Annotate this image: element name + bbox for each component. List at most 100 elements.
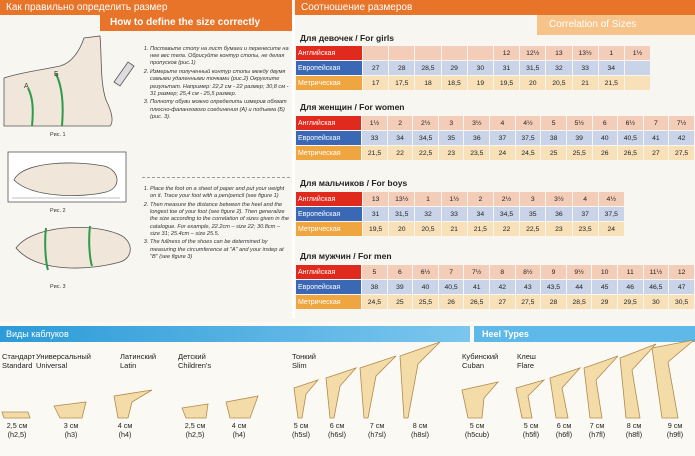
figure-3-drawing — [15, 225, 131, 271]
size-cell: 8 — [490, 265, 515, 279]
size-cell: 6½ — [618, 116, 643, 130]
header-left-en: How to define the size correctly — [100, 15, 292, 31]
heel-type-standard: Стандарт Standard — [2, 352, 36, 370]
size-cell: 20 — [520, 76, 546, 90]
size-cell: 37,5 — [598, 207, 624, 221]
instruction-ru-1: Поставьте стопу на лист бумаги и перенес… — [150, 46, 290, 68]
size-cell: 5 — [541, 116, 566, 130]
heel-size-item: 5 см (h5fl) — [522, 421, 540, 439]
size-cell: 41 — [643, 131, 669, 145]
size-cell: 7 — [643, 116, 669, 130]
size-cell: 32 — [415, 207, 441, 221]
men-title: Для мужчин / For men — [300, 251, 392, 261]
size-cell: 43,5 — [541, 280, 566, 294]
size-cell: 4½ — [598, 192, 624, 206]
size-cell: 43 — [515, 280, 541, 294]
size-cell: 13½ — [572, 46, 598, 60]
heel-latin-icon — [113, 389, 153, 419]
size-cell: 46 — [617, 280, 643, 294]
row-label: Метрическая — [296, 76, 362, 90]
column-divider — [292, 15, 295, 318]
size-cell: 21 — [572, 76, 598, 90]
size-cell: 12 — [493, 46, 520, 60]
heel-type-flare: Клеш Flare — [517, 352, 536, 370]
size-cell: 5 — [362, 265, 387, 279]
women-table: Английская 1½ 2 2½ 3 3½ 4 4½ 5 5½ 6 6½ 7 7½ Ев… — [295, 115, 695, 161]
heel-size-item: 6 см (h6sl) — [328, 421, 346, 439]
fig-3-label: Рис. 3 — [50, 284, 66, 290]
size-cell: 22,5 — [520, 222, 546, 236]
size-cell — [363, 46, 389, 60]
size-cell: 34 — [387, 131, 413, 145]
row-label: Метрическая — [296, 222, 362, 236]
table-row-english: Английская 13 13½ 1 1½ 2 2½ 3 3½ 4 4½ — [296, 192, 624, 206]
size-cell: 12½ — [520, 46, 546, 60]
size-cell: 28,5 — [415, 61, 441, 75]
instructions-divider — [142, 177, 290, 178]
size-cell: 33 — [441, 207, 467, 221]
mark-a-label: A — [24, 83, 29, 90]
heel-size-item: 5 см (h5sl) — [292, 421, 310, 439]
size-cell: 36 — [546, 207, 572, 221]
row-label: Метрическая — [296, 295, 362, 309]
heel-size-item: 2,5 см (h2,5) — [184, 421, 206, 439]
instructions-en: Place the foot on a sheet of paper and p… — [142, 186, 290, 263]
header-left-ru: Как правильно определить размер — [0, 0, 292, 15]
table-row-metric: Метрическая 17 17,5 18 18,5 19 19,5 20 20,5 … — [296, 76, 651, 90]
row-label: Европейская — [296, 61, 362, 75]
size-cell: 39 — [387, 280, 413, 294]
heel-size-item: 7 см (h7fl) — [588, 421, 606, 439]
heel-type-childrens: Детский Children's — [178, 352, 212, 370]
size-cell: 26,5 — [464, 295, 490, 309]
size-cell: 27,5 — [515, 295, 541, 309]
size-cell: 6 — [387, 265, 413, 279]
instruction-ru-3: Полноту обуви можно определить измерив о… — [150, 99, 290, 121]
size-cell: 23,5 — [464, 146, 490, 160]
size-cell: 10 — [592, 265, 617, 279]
heel-size-item: 6 см (h6fl) — [555, 421, 573, 439]
heel-type-slim: Тонкий Slim — [292, 352, 316, 370]
size-cell: 25,5 — [566, 146, 592, 160]
size-cell: 44 — [566, 280, 592, 294]
size-cell: 26 — [438, 295, 464, 309]
size-cell: 9½ — [566, 265, 592, 279]
size-cell: 4 — [490, 116, 515, 130]
header-right-en: Correlation of Sizes — [537, 15, 695, 35]
size-cell: 42 — [490, 280, 515, 294]
size-cell: 26 — [592, 146, 617, 160]
size-cell: 23,5 — [572, 222, 598, 236]
instruction-ru-2: Измерьте полученный контур стопы между д… — [150, 69, 290, 98]
size-cell: 34,5 — [493, 207, 520, 221]
heel-universal-icon — [53, 401, 87, 419]
girls-table: Английская 12 12½ 13 13½ 1 1½ Европейская 2… — [295, 45, 651, 91]
girls-title: Для девочек / For girls — [300, 33, 394, 43]
size-cell: 6½ — [413, 265, 438, 279]
heel-slim-5-icon — [293, 379, 320, 419]
size-cell: 21 — [441, 222, 467, 236]
size-cell: 1½ — [441, 192, 467, 206]
size-cell: 31,5 — [520, 61, 546, 75]
size-cell: 47 — [669, 280, 694, 294]
size-cell: 34,5 — [413, 131, 439, 145]
heel-slim-8-icon — [399, 341, 441, 419]
heel-slim-7-icon — [359, 355, 397, 419]
table-row-english: Английская 1½ 2 2½ 3 3½ 4 4½ 5 5½ 6 6½ 7 7½ — [296, 116, 694, 130]
size-cell: 31 — [363, 207, 389, 221]
boys-title: Для мальчиков / For boys — [300, 178, 408, 188]
figure-2-drawing — [7, 151, 127, 203]
size-cell: 23 — [546, 222, 572, 236]
size-cell: 33 — [572, 61, 598, 75]
women-title: Для женщин / For women — [300, 102, 405, 112]
size-cell: 40,5 — [438, 280, 464, 294]
size-cell — [441, 46, 467, 60]
size-cell: 19 — [467, 76, 493, 90]
size-cell: 34 — [598, 61, 624, 75]
size-cell: 24,5 — [515, 146, 541, 160]
size-cell: 29 — [592, 295, 617, 309]
size-cell: 30 — [643, 295, 669, 309]
foot-drawing: A Б Рис. 1 Рис. 2 Рис. 3 — [3, 35, 135, 290]
size-cell: 24 — [490, 146, 515, 160]
size-cell: 21,5 — [467, 222, 493, 236]
size-cell: 36 — [464, 131, 490, 145]
